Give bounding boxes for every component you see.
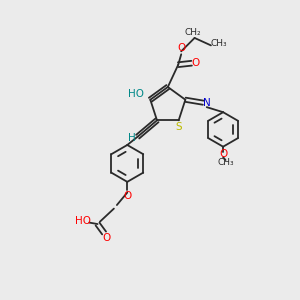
Text: S: S [176, 122, 182, 132]
Text: O: O [102, 233, 111, 243]
Text: HO: HO [75, 216, 91, 226]
Text: HO: HO [128, 89, 144, 99]
Text: CH₃: CH₃ [211, 39, 228, 48]
Text: O: O [177, 44, 185, 53]
Text: H: H [128, 133, 136, 142]
Text: O: O [191, 58, 199, 68]
Text: CH₃: CH₃ [217, 158, 234, 167]
Text: CH₂: CH₂ [185, 28, 201, 38]
Text: O: O [124, 190, 132, 200]
Text: O: O [219, 149, 227, 159]
Text: N: N [203, 98, 211, 108]
